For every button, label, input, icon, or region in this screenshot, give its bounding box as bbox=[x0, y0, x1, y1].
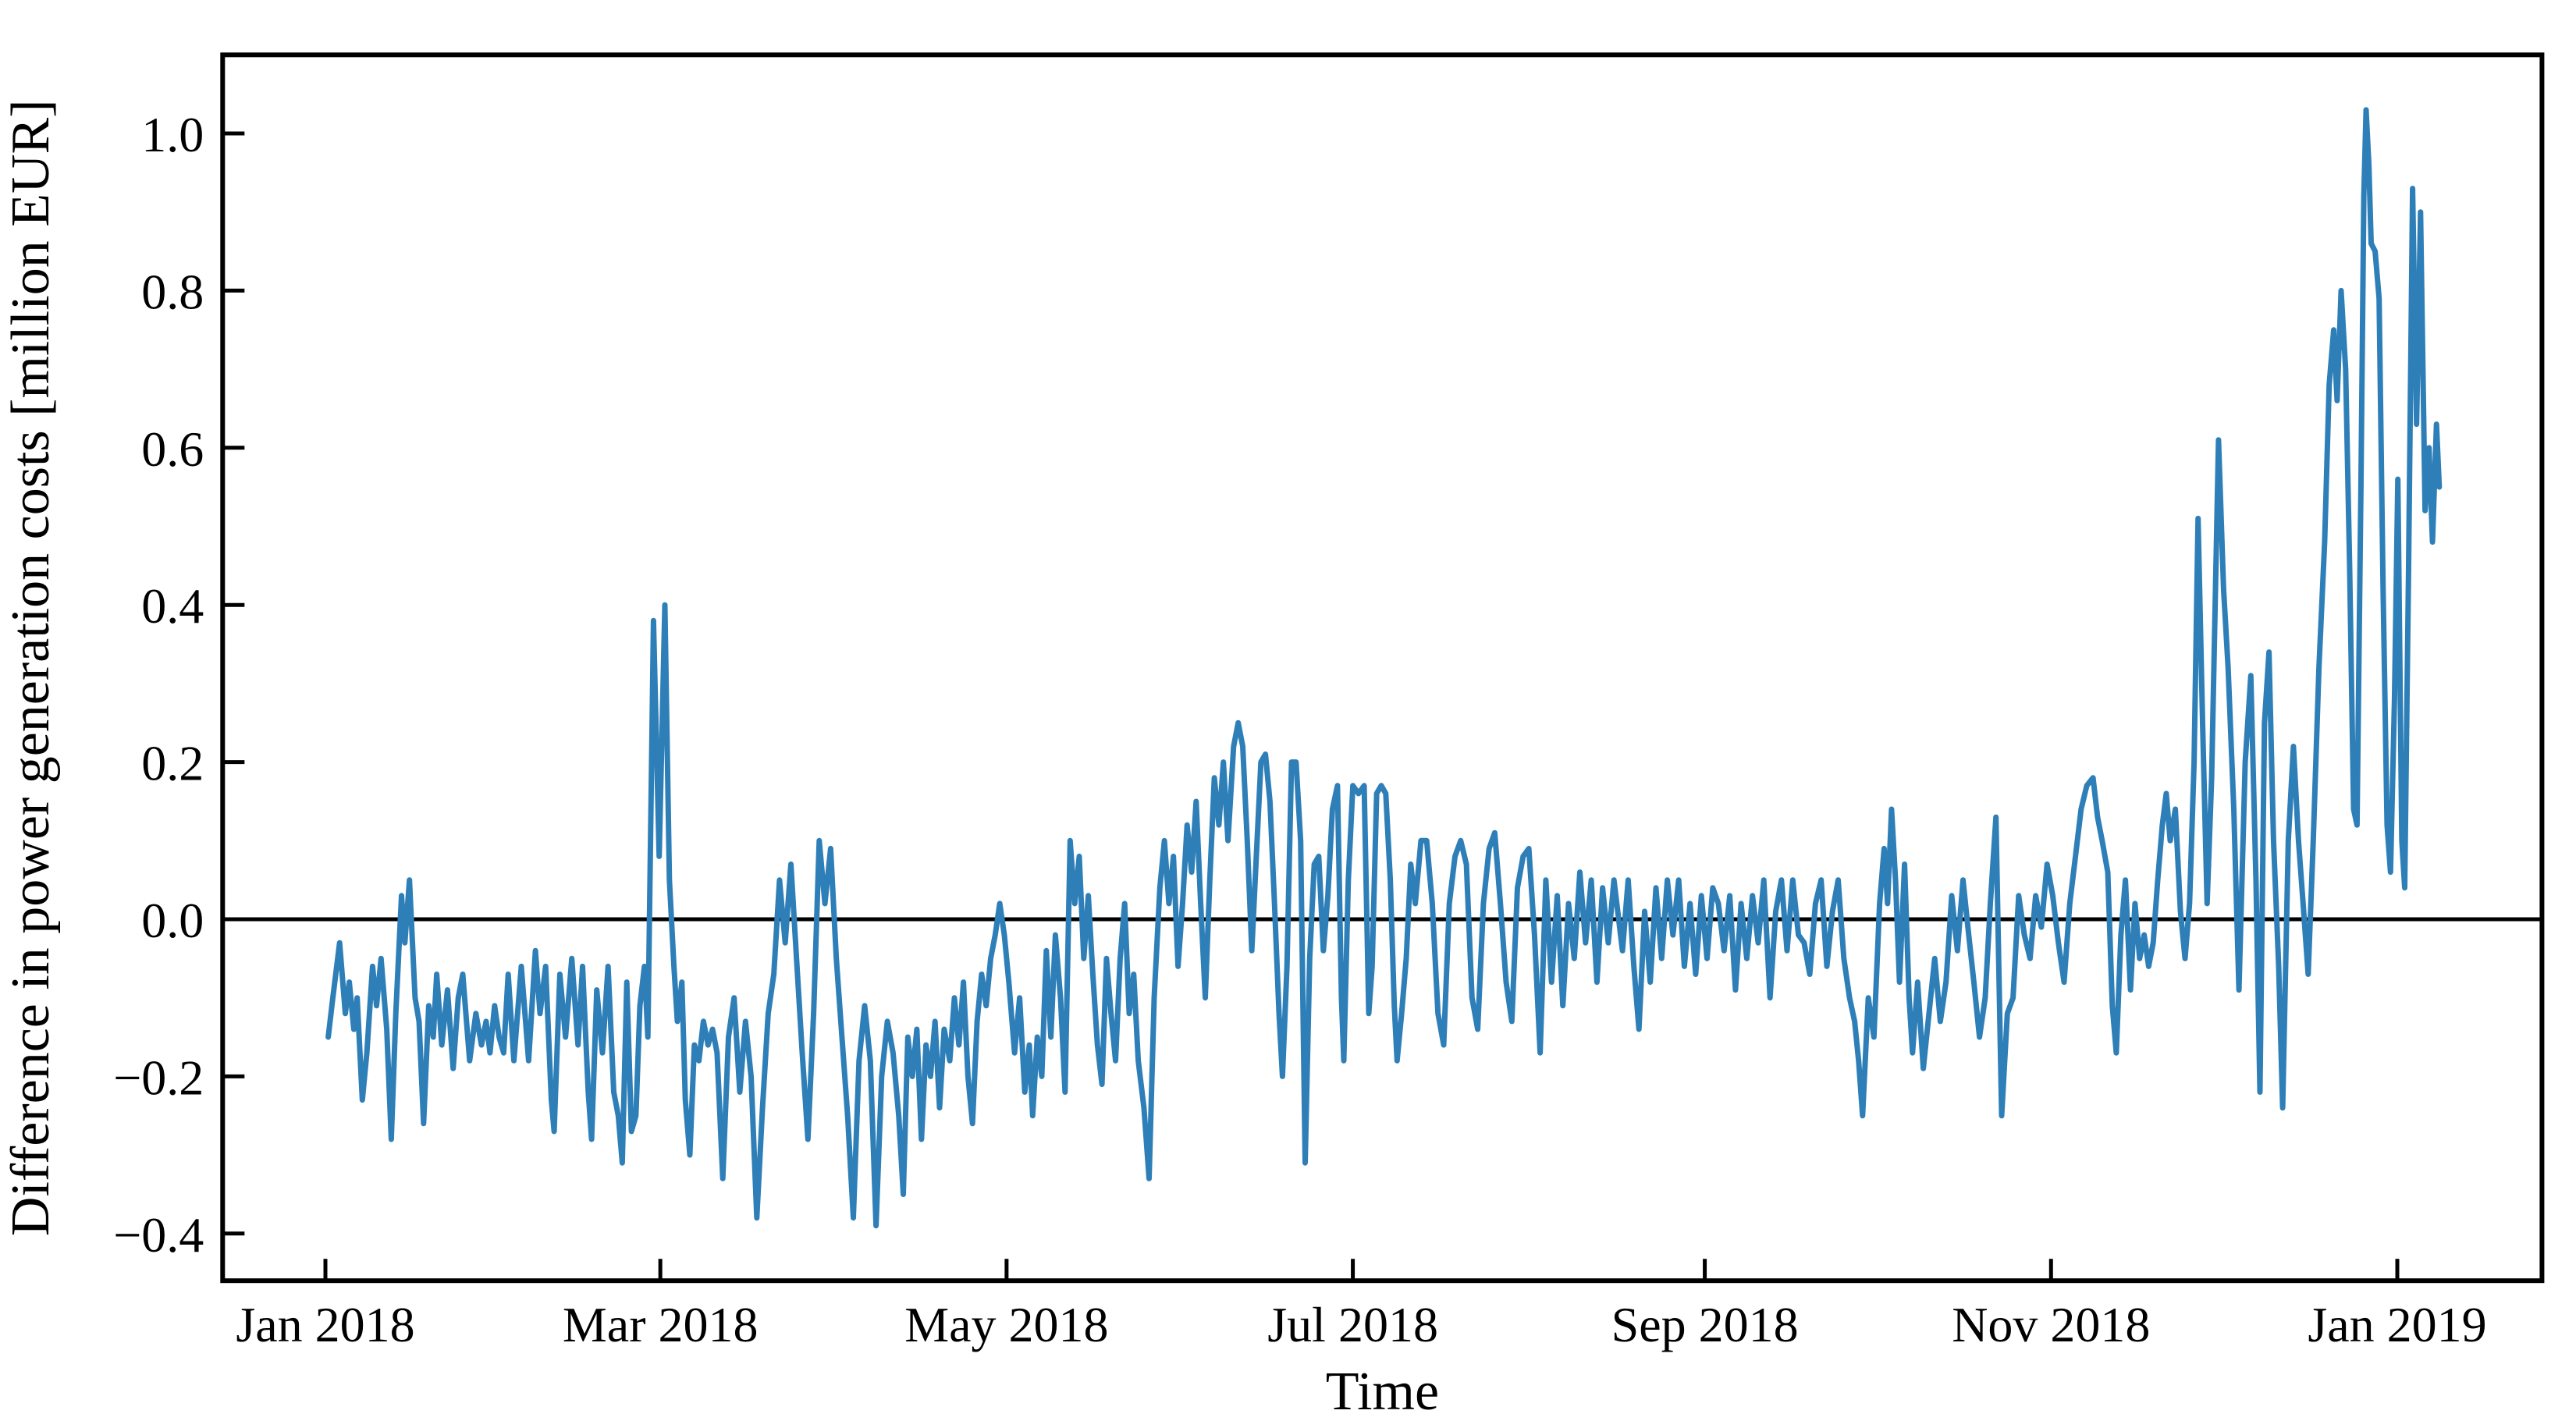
x-tick-label: Sep 2018 bbox=[1611, 1297, 1799, 1352]
x-tick-label: Jul 2018 bbox=[1267, 1297, 1438, 1352]
x-tick-labels: Jan 2018 Mar 2018 May 2018 Jul 2018 Sep 2018… bbox=[236, 1297, 2486, 1352]
plot-border bbox=[220, 52, 2545, 1284]
y-tick-label: −0.2 bbox=[113, 1050, 204, 1105]
x-tick-label: Mar 2018 bbox=[563, 1297, 759, 1352]
y-tick-labels: 1.0 0.8 0.6 0.4 0.2 0.0 −0.2 −0.4 bbox=[113, 107, 204, 1263]
difference-series-line bbox=[325, 107, 2443, 1229]
axis-ticks bbox=[222, 131, 2400, 1281]
y-tick-label: 0.2 bbox=[141, 736, 204, 791]
y-tick-label: 0.4 bbox=[141, 578, 204, 634]
x-tick-label: May 2018 bbox=[904, 1297, 1108, 1352]
x-tick-label: Nov 2018 bbox=[1952, 1297, 2150, 1352]
x-tick-label: Jan 2019 bbox=[2308, 1297, 2486, 1352]
y-tick-label: 0.8 bbox=[141, 264, 204, 319]
x-axis-title: Time bbox=[1326, 1362, 1439, 1421]
y-tick-label: 0.0 bbox=[141, 893, 204, 948]
y-tick-label: −0.4 bbox=[113, 1207, 204, 1263]
y-tick-label: 1.0 bbox=[141, 107, 204, 162]
y-tick-label: 0.6 bbox=[141, 421, 204, 477]
x-tick-label: Jan 2018 bbox=[236, 1297, 414, 1352]
y-axis-title: Difference in power generation costs [mi… bbox=[1, 99, 61, 1236]
